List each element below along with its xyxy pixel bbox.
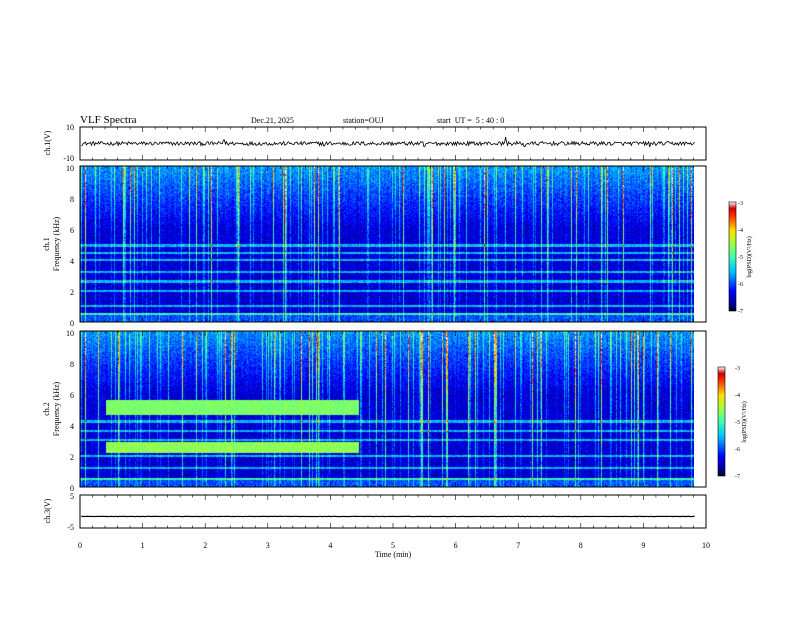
x-tick-label-7: 7 (516, 541, 520, 550)
x-tick-label-9: 9 (641, 541, 645, 550)
x-axis-label: Time (min) (375, 550, 412, 559)
ch1-ytick-10: 10 (66, 164, 74, 173)
ch2-ytick-8: 8 (70, 360, 74, 369)
ch2-cbar-tick-m6: -6 (735, 447, 740, 453)
ch1-ytick-0: 0 (70, 319, 74, 328)
ch1-ytick-4: 4 (70, 257, 74, 266)
ch2-ylabel-frequency: Frequency (kHz) (52, 381, 61, 436)
ch2-cbar-tick-m4: -4 (735, 393, 740, 399)
station-label: station=OUJ (343, 116, 384, 125)
ch1-ytick-6: 6 (70, 226, 74, 235)
ch3-voltage-ylabel: ch.3(V) (43, 498, 52, 523)
ch1-ytick-top: 10 (66, 123, 74, 132)
x-tick-label-5: 5 (391, 541, 395, 550)
time-axis-labels: 0 1 2 3 4 5 6 7 8 9 10 (78, 541, 710, 550)
ch1-ytick-2: 2 (70, 288, 74, 297)
ch1-cbar-tick-m5: -5 (738, 255, 743, 261)
ch1-ylabel-frequency: Frequency (kHz) (52, 216, 61, 271)
ch2-cbar-tick-m7: -7 (735, 474, 740, 480)
ch3-voltage-panel: 5 -5 ch.3(V) (43, 492, 706, 532)
ch3-ytick-top: 5 (70, 492, 74, 501)
ch1-colorbar-label: log(PSD)(V²/Hz) (746, 236, 753, 277)
ch2-ytick-4: 4 (70, 422, 74, 431)
x-tick-label-10: 10 (702, 541, 710, 550)
ch2-colorbar-gradient (718, 367, 725, 476)
date-label: Dec.21, 2025 (251, 116, 294, 125)
ch1-voltage-panel: 10 -10 ch.1(V) (43, 123, 706, 163)
ch1-spectrogram-panel: 10 8 6 4 2 0 ch.1 Frequency (kHz) (42, 164, 706, 328)
ch3-ytick-bottom: -5 (67, 523, 74, 532)
ch1-cbar-tick-m3: -3 (738, 201, 743, 207)
ch2-colorbar: -3 -4 -5 -6 -7 log(PSD)(V²/Hz) (718, 366, 748, 480)
x-tick-label-6: 6 (454, 541, 458, 550)
ch2-ytick-10: 10 (66, 329, 74, 338)
ch1-colorbar-gradient (729, 202, 736, 311)
chart-title: VLF Spectra (80, 114, 137, 126)
ch1-voltage-ylabel: ch.1(V) (43, 130, 52, 155)
ch2-spectrogram-image (80, 331, 694, 487)
ch1-cbar-tick-m7: -7 (738, 309, 743, 315)
ch1-cbar-tick-m4: -4 (738, 228, 743, 234)
ch1-cbar-tick-m6: -6 (738, 282, 743, 288)
x-tick-label-8: 8 (579, 541, 583, 550)
ch2-ytick-6: 6 (70, 391, 74, 400)
ch1-ylabel-channel: ch.1 (42, 237, 51, 251)
ch2-cbar-tick-m5: -5 (735, 420, 740, 426)
x-tick-label-2: 2 (203, 541, 207, 550)
ch1-spectrogram-image (80, 166, 694, 322)
x-tick-label-3: 3 (266, 541, 270, 550)
ch2-cbar-tick-m3: -3 (735, 366, 740, 372)
ch1-colorbar: -3 -4 -5 -6 -7 log(PSD)(V²/Hz) (729, 201, 753, 315)
ch2-spectrogram-panel: 10 8 6 4 2 0 ch.2 Frequency (kHz) (42, 329, 706, 493)
x-tick-label-1: 1 (141, 541, 145, 550)
ch1-ytick-bottom: -10 (63, 154, 74, 163)
ch2-ytick-2: 2 (70, 453, 74, 462)
x-tick-label-0: 0 (78, 541, 82, 550)
x-tick-label-4: 4 (328, 541, 332, 550)
ch2-ylabel-channel: ch.2 (42, 402, 51, 416)
ch2-colorbar-label: log(PSD)(V²/Hz) (741, 401, 748, 442)
ch1-ytick-8: 8 (70, 195, 74, 204)
start-ut-label: start UT = 5 : 40 : 0 (437, 116, 504, 125)
